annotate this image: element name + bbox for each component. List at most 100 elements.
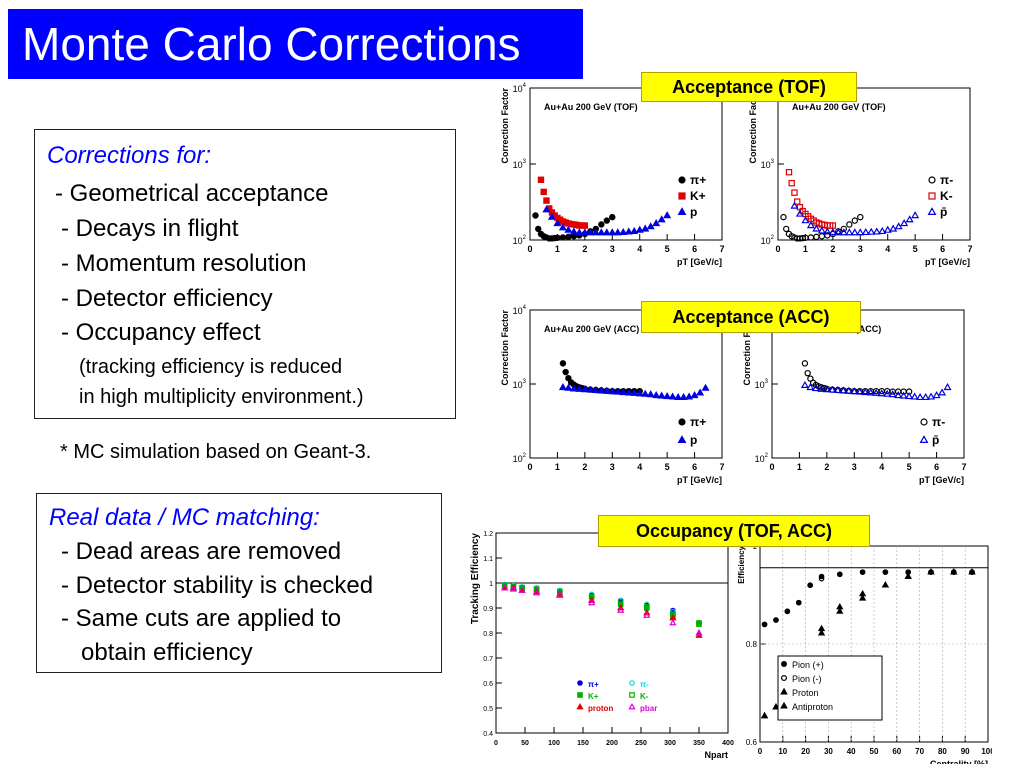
correction-item: - Momentum resolution	[61, 250, 307, 277]
y-axis-label: Correction Factor	[748, 88, 758, 164]
data-point	[581, 222, 589, 229]
legend-label: Pion (-)	[792, 674, 822, 684]
data-point	[569, 227, 578, 235]
matching-item: - Dead areas are removed	[61, 538, 342, 565]
data-point	[586, 228, 595, 236]
y-tick-label: 104	[513, 305, 527, 316]
legend-marker	[677, 207, 687, 215]
data-point	[569, 384, 578, 392]
series-p̄	[790, 201, 920, 236]
x-tick-label: 10	[778, 747, 787, 756]
data-point	[608, 387, 617, 395]
x-tick-label: 60	[892, 747, 901, 756]
data-point	[537, 176, 545, 183]
label-occupancy: Occupancy (TOF, ACC)	[598, 515, 870, 547]
data-point	[669, 618, 677, 626]
legend-marker	[677, 435, 687, 443]
legend-marker	[678, 418, 686, 426]
matching-item: obtain efficiency	[81, 639, 253, 666]
data-point	[619, 387, 628, 396]
data-point	[857, 213, 864, 221]
x-tick-label: 0	[758, 747, 763, 756]
y-tick-label: 103	[755, 379, 769, 390]
legend-label: Pion (+)	[792, 660, 824, 670]
data-point	[883, 389, 892, 397]
data-point	[591, 385, 600, 394]
x-tick-label: 6	[934, 462, 939, 472]
x-tick-label: 90	[961, 747, 970, 756]
data-point	[663, 391, 672, 400]
data-point	[588, 598, 596, 606]
legend-marker	[920, 418, 928, 426]
data-point	[859, 569, 866, 575]
data-point	[635, 389, 644, 397]
data-point	[603, 217, 611, 224]
series-p	[558, 382, 710, 401]
data-point	[540, 188, 547, 196]
data-point	[608, 228, 617, 236]
data-point	[818, 575, 825, 582]
data-point	[679, 392, 688, 401]
data-point	[910, 392, 919, 400]
data-point	[927, 392, 936, 400]
chart-title: Au+Au 200 GeV (TOF)	[544, 102, 638, 112]
y-tick-label: 1	[489, 581, 493, 588]
data-point	[556, 591, 564, 598]
legend-marker	[927, 207, 937, 215]
x-tick-label: 7	[719, 462, 724, 472]
data-point	[905, 215, 914, 223]
data-point	[597, 386, 606, 394]
x-tick-label: 6	[692, 462, 697, 472]
data-point	[801, 216, 810, 224]
chart-tof-positive: 102 103 104 0 1 2 3 4 5 6 7 pT [GeV/c] Correction Fa…	[500, 83, 725, 267]
data-point	[518, 586, 526, 593]
data-point	[646, 222, 655, 230]
data-point	[641, 224, 650, 232]
series-p	[542, 205, 672, 236]
data-point	[586, 385, 595, 393]
data-point	[804, 369, 811, 377]
data-point	[535, 225, 542, 233]
data-point	[872, 227, 881, 235]
legend-label: K+	[588, 692, 599, 701]
data-point	[840, 225, 848, 233]
chart-title: Au+Au 200 GeV (ACC)	[544, 324, 639, 334]
legend-label: π-	[940, 173, 953, 187]
legend-label: p̄	[940, 205, 947, 219]
data-point	[817, 226, 826, 234]
x-tick-label: 50	[870, 747, 879, 756]
data-point	[696, 621, 702, 628]
data-point	[772, 703, 780, 710]
legend-label: K-	[640, 692, 649, 701]
x-axis-label: pT [GeV/c]	[677, 475, 722, 485]
y-tick-label: 103	[761, 159, 775, 170]
x-tick-label: 5	[907, 462, 912, 472]
legend-marker	[629, 680, 635, 686]
data-point	[824, 232, 831, 239]
legend-box	[777, 655, 883, 721]
data-point	[760, 711, 769, 719]
x-tick-label: 1	[797, 462, 802, 472]
data-point	[554, 234, 561, 241]
legend-label: π+	[690, 173, 706, 187]
mc-note: * MC simulation based on Geant-3.	[60, 441, 372, 463]
data-point	[641, 389, 650, 397]
data-point	[817, 629, 826, 636]
y-axis-label: Correction Factor	[500, 88, 510, 164]
data-point	[837, 571, 843, 578]
legend-label: proton	[588, 704, 613, 713]
data-point	[619, 227, 628, 236]
chart-occupancy-centrality: 0.60.810102030405060708090100Centrality …	[737, 542, 992, 764]
x-tick-label: 2	[582, 462, 587, 472]
data-point	[575, 228, 584, 236]
data-point	[558, 223, 567, 231]
data-point	[817, 624, 826, 632]
label-acceptance-acc: Acceptance (ACC)	[641, 301, 861, 333]
data-point	[807, 582, 813, 589]
legend-marker	[577, 680, 583, 686]
data-point	[795, 209, 804, 217]
legend-marker	[780, 660, 787, 667]
data-point	[950, 568, 958, 575]
series-p̄	[800, 380, 952, 401]
